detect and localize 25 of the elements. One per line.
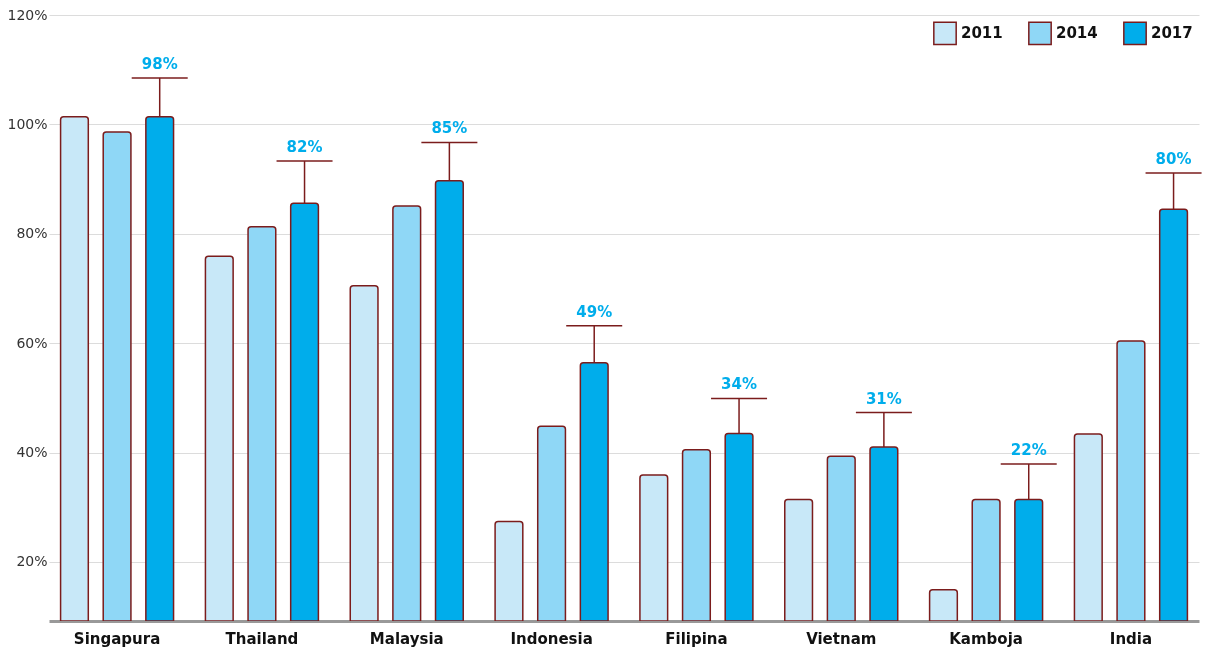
legend-label: 2014 bbox=[1056, 24, 1098, 43]
annotation: 85% bbox=[431, 119, 468, 138]
y-tick-label: 120% bbox=[7, 6, 48, 23]
y-tick-label: 100% bbox=[7, 115, 48, 132]
annotation: 98% bbox=[141, 54, 178, 73]
x-tick-label: India bbox=[1109, 629, 1153, 648]
y-tick-label: 80% bbox=[16, 225, 48, 242]
annotation: 31% bbox=[865, 389, 902, 408]
y-tick-label: 20% bbox=[16, 553, 48, 570]
annotation: 82% bbox=[286, 138, 323, 157]
x-tick-label: Thailand bbox=[225, 629, 299, 648]
x-tick-label: Singapura bbox=[73, 629, 161, 648]
x-tick-label: Kamboja bbox=[949, 629, 1023, 648]
legend-label: 2017 bbox=[1151, 24, 1193, 43]
annotation: 22% bbox=[1010, 441, 1047, 460]
y-tick-label: 60% bbox=[16, 334, 48, 351]
x-tick-label: Malaysia bbox=[369, 629, 444, 648]
annotation: 34% bbox=[721, 375, 757, 394]
x-tick-label: Vietnam bbox=[806, 629, 877, 648]
annotation: 49% bbox=[576, 302, 613, 321]
x-tick-label: Filipina bbox=[665, 629, 728, 648]
annotation: 80% bbox=[1155, 150, 1192, 169]
y-tick-label: 40% bbox=[16, 444, 48, 461]
legend-label: 2011 bbox=[961, 24, 1003, 43]
x-tick-label: Indonesia bbox=[510, 629, 593, 648]
